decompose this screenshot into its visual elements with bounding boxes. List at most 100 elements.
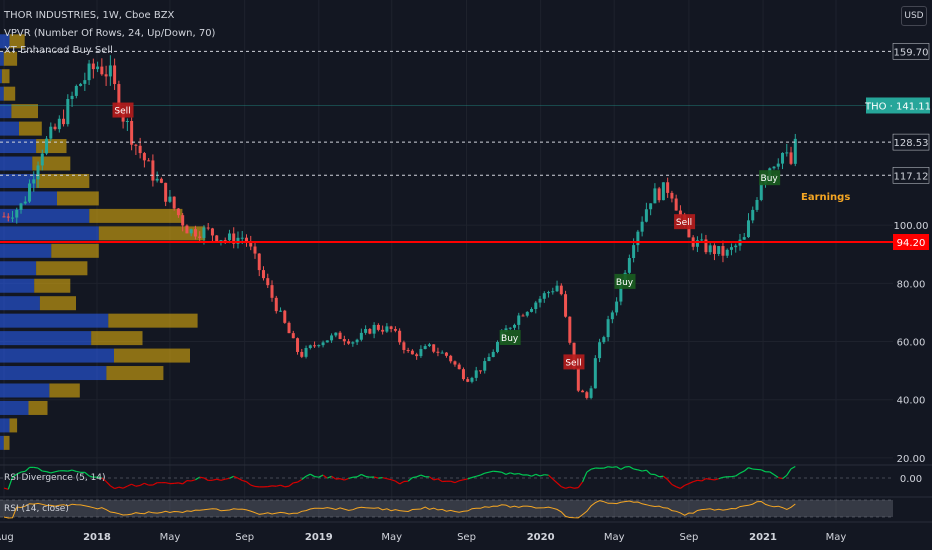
last-price-tag <box>866 97 930 114</box>
rsidiv-segment <box>773 474 779 479</box>
rsidiv-segment <box>386 478 392 481</box>
candle-body <box>138 145 142 154</box>
rsidiv-segment <box>127 483 132 487</box>
rsidiv-segment <box>459 479 464 482</box>
y-tick-label: 60.00 <box>897 338 926 349</box>
rsidiv-segment <box>50 471 56 474</box>
rsidiv-segment <box>131 483 137 487</box>
rsidiv-segment <box>276 484 281 487</box>
candle-body <box>576 368 580 391</box>
candle-body <box>632 245 636 259</box>
volume-profile-down-bar <box>9 418 18 433</box>
candle-body <box>661 182 665 201</box>
rsidiv-segment <box>501 471 507 475</box>
candle-body <box>45 138 49 154</box>
candle-body <box>355 339 359 343</box>
candle-body <box>704 239 708 253</box>
candle-body <box>66 99 70 125</box>
candle-body <box>593 358 597 389</box>
rsidiv-segment <box>467 476 473 480</box>
candle-body <box>274 297 278 312</box>
candle-body <box>257 253 261 271</box>
candle-body <box>793 138 797 164</box>
rsidiv-segment <box>573 487 579 489</box>
rsidiv-segment <box>46 471 51 474</box>
candle-body <box>249 241 253 247</box>
candle-body <box>53 126 57 130</box>
rsidiv-segment <box>310 473 315 478</box>
candle-body <box>508 327 512 329</box>
rsidiv-segment <box>178 482 183 485</box>
rsidiv-segment <box>735 472 741 477</box>
candle-body <box>687 221 691 238</box>
candle-body <box>785 152 789 154</box>
rsidiv-segment <box>42 470 47 473</box>
rsidiv-segment <box>718 476 724 480</box>
candle-body <box>487 357 491 362</box>
candle-body <box>236 237 240 244</box>
rsidiv-segment <box>645 469 652 475</box>
candle-body <box>742 237 746 240</box>
volume-profile-up-bar <box>0 51 4 66</box>
rsidiv-segment <box>203 477 209 481</box>
rsi-divergence-legend[interactable]: RSI Divergence (5, 14) <box>4 473 106 483</box>
last-price-text: THO · 141.11 <box>864 101 931 112</box>
candle-body <box>313 345 317 347</box>
rsidiv-segment <box>382 477 388 480</box>
currency-button[interactable]: USD <box>901 6 927 26</box>
candle-body <box>729 247 733 250</box>
candle-body <box>474 370 478 378</box>
candle-body <box>640 221 644 232</box>
candle-body <box>423 346 427 350</box>
rsidiv-segment <box>684 483 690 486</box>
x-tick-label: Sep <box>679 532 698 543</box>
rsidiv-segment <box>407 477 413 482</box>
xt-legend[interactable]: XT Enhanced Buy Sell <box>4 45 113 56</box>
rsidiv-segment <box>395 480 400 485</box>
candle-body <box>555 285 559 292</box>
candle-body <box>678 210 682 216</box>
candle-body <box>415 354 419 357</box>
rsidiv-segment <box>229 475 234 479</box>
rsidiv-segment <box>54 470 60 473</box>
candle-body <box>427 344 431 347</box>
rsidiv-segment <box>412 476 417 479</box>
candle-body <box>610 312 614 320</box>
buy-signal-label: Buy <box>761 174 779 184</box>
symbol-legend[interactable]: THOR INDUSTRIES, 1W, Cboe BZX <box>4 10 175 21</box>
candle-body <box>644 209 648 222</box>
y-tick-label: 40.00 <box>897 396 926 407</box>
rsidiv-segment <box>748 467 753 470</box>
candle-body <box>36 165 40 180</box>
candle-body <box>406 349 410 351</box>
rsidiv-segment <box>577 481 584 488</box>
candle-body <box>449 355 453 362</box>
sell-signal <box>563 354 585 370</box>
candle-body <box>40 153 44 166</box>
candle-body <box>227 233 231 241</box>
candle-body <box>96 66 100 70</box>
rsidiv-segment <box>510 472 515 475</box>
volume-profile-up-bar <box>0 383 50 398</box>
candle-body <box>308 345 312 349</box>
rsidiv-segment <box>480 472 485 476</box>
candle-body <box>23 201 27 204</box>
candle-body <box>525 311 529 316</box>
candle-body <box>534 302 538 310</box>
x-tick-label: Sep <box>457 532 476 543</box>
vpvr-legend[interactable]: VPVR (Number Of Rows, 24, Up/Down, 70) <box>4 28 216 39</box>
candle-body <box>2 216 6 218</box>
candle-body <box>674 198 678 211</box>
rsidiv-segment <box>497 471 502 473</box>
candle-body <box>589 388 593 398</box>
candle-body <box>393 328 397 331</box>
rsidiv-segment <box>390 479 396 482</box>
candle-body <box>364 328 368 333</box>
rsidiv-segment <box>790 466 796 470</box>
rsi-legend[interactable]: RSI (14, close) <box>4 504 69 514</box>
rsidiv-segment <box>701 478 707 482</box>
volume-profile-up-bar <box>0 331 92 346</box>
volume-profile-up-bar <box>0 139 37 154</box>
rsidiv-segment <box>225 477 230 480</box>
